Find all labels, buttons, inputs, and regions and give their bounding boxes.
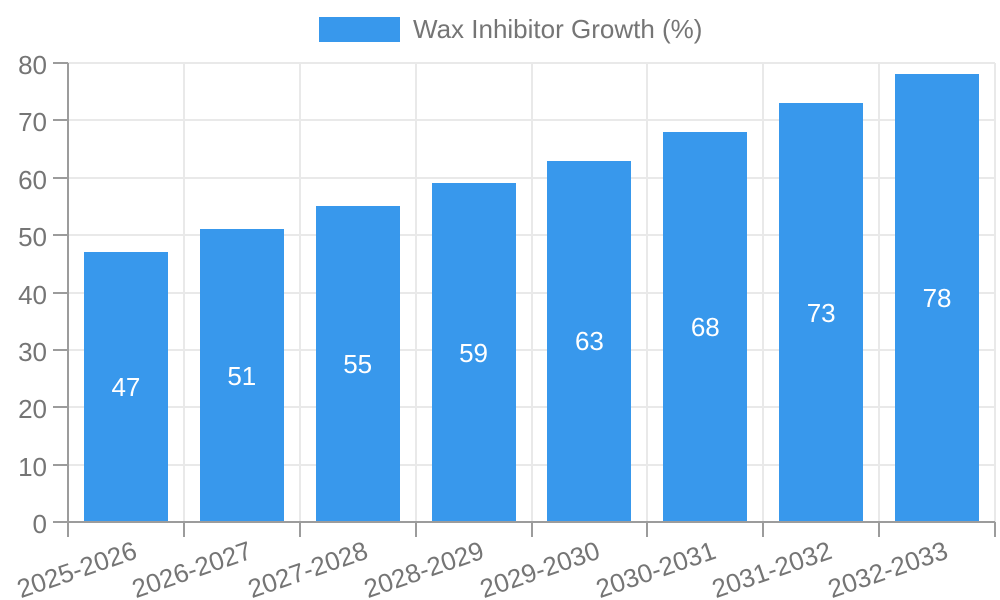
y-tick-label: 30 [18,336,47,367]
bar[interactable] [83,252,168,522]
v-gridline [414,63,417,522]
y-tick [53,348,68,351]
v-gridline [530,63,533,522]
y-axis-line [67,63,69,522]
x-tick [414,522,417,537]
bar[interactable] [315,206,400,522]
bar-value-label: 63 [574,326,604,357]
bar-value-label: 47 [111,372,141,403]
v-gridline [646,63,649,522]
y-tick-label: 20 [18,394,47,425]
y-tick-label: 0 [32,509,47,539]
x-tick-label: 2030-2031 [592,535,720,600]
bar[interactable] [199,229,284,522]
x-tick-label: 2026-2027 [128,535,256,600]
bar-value-label: 78 [922,283,952,314]
bar[interactable] [663,131,748,522]
x-tick-label: 2025-2026 [12,535,141,600]
v-gridline [878,63,881,522]
bar[interactable] [895,74,980,522]
x-tick [530,522,533,537]
v-gridline [762,63,765,522]
x-tick [762,522,765,537]
y-tick-label: 80 [18,50,47,80]
y-tick [53,62,68,64]
y-tick [53,406,68,409]
x-tick-label: 2028-2029 [360,535,488,600]
y-tick [53,234,68,237]
x-tick-label: 2032-2033 [823,535,952,600]
bar-value-label: 55 [343,349,373,380]
y-tick-label: 50 [18,222,47,253]
x-tick [67,522,69,537]
bar-value-label: 73 [806,297,836,328]
x-tick [646,522,649,537]
y-tick-label: 10 [18,451,47,482]
x-tick [994,522,996,537]
legend-swatch-icon [319,17,400,42]
bar-value-label: 59 [459,337,489,368]
bar[interactable] [431,183,516,522]
legend-label: Wax Inhibitor Growth (%) [413,14,703,44]
v-gridline [994,63,996,522]
x-tick [878,522,881,537]
y-tick [53,176,68,179]
bar-value-label: 68 [690,311,720,342]
y-tick [53,291,68,294]
y-tick [53,119,68,122]
x-tick-label: 2031-2032 [707,535,836,600]
x-tick-label: 2027-2028 [244,535,372,600]
y-tick-label: 70 [18,107,47,138]
v-gridline [182,63,185,522]
x-tick [182,522,185,537]
bar[interactable] [779,103,864,522]
y-tick [53,463,68,466]
y-tick [53,521,68,523]
v-gridline [298,63,301,522]
x-tick [298,522,301,537]
x-tick-label: 2029-2030 [476,535,604,600]
y-tick-label: 40 [18,279,47,310]
bar[interactable] [547,160,632,522]
legend-item[interactable]: Wax Inhibitor Growth (%) [319,14,702,45]
bar-value-label: 51 [227,360,257,391]
y-tick-label: 60 [18,164,47,195]
x-axis-line [68,521,995,523]
